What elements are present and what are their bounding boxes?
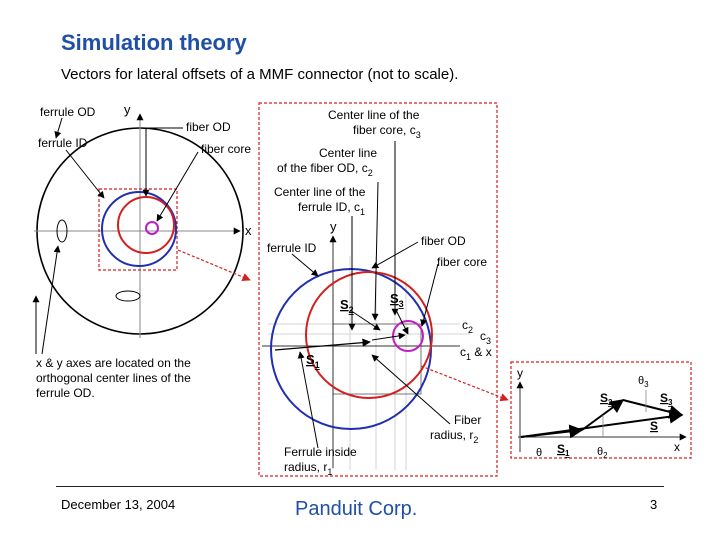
vector-arrow-s2 <box>581 399 625 431</box>
center-zoom-box <box>258 102 498 477</box>
center-label-s2: S2 <box>340 297 354 315</box>
center-label-c3-line2: fiber core, c3 <box>353 123 421 140</box>
center-zoom-diagram: Center line of the fiber core, c3 Center… <box>258 102 498 477</box>
left-label-y: y <box>124 102 131 117</box>
vector-diagram: y x θ3 S2 S3 S θ S1 θ2 <box>510 361 692 460</box>
slide-title: Simulation theory <box>61 30 247 55</box>
left-axes-note-line1: x & y axes are located on the <box>36 356 191 370</box>
leader-axes-note-2 <box>41 245 61 355</box>
center-label-s1: S1 <box>306 352 320 370</box>
center-label-c1-line1: Center line of the <box>274 185 366 199</box>
center-label-c2-line1: Center line <box>319 146 377 160</box>
leader-ferrule-id <box>65 149 105 199</box>
leader-ferrule-radius <box>297 351 319 449</box>
center-label-s3: S3 <box>390 291 404 309</box>
center-label-ferrule-radius-1: Ferrule inside <box>284 445 357 459</box>
left-zoom-box <box>98 188 178 271</box>
left-fiber-core-circle <box>145 221 159 235</box>
left-label-x: x <box>245 223 252 238</box>
vector-label-theta: θ <box>536 447 542 459</box>
vector-label-s1: S1 <box>557 442 570 458</box>
vector-s2 <box>349 309 381 331</box>
left-axes-note-line3: ferrule OD. <box>36 386 95 400</box>
vector-label-s2: S2 <box>600 391 613 407</box>
center-label-ferrule-id: ferrule ID <box>267 241 317 255</box>
leader-ferrule-id-center <box>291 253 319 277</box>
zoom-connector-right <box>420 365 509 402</box>
vector-label-s: S <box>650 419 658 433</box>
leader-c2 <box>371 181 379 321</box>
footer-page-number: 3 <box>650 497 658 512</box>
left-axes-note-line2: orthogonal center lines of the <box>36 371 191 385</box>
center-label-fiber-radius-1: Fiber <box>454 413 481 427</box>
vector-s1 <box>274 338 371 351</box>
footer-divider <box>56 486 664 487</box>
left-label-fiber-od: fiber OD <box>186 120 231 134</box>
vector-arrow-s3 <box>622 399 684 419</box>
vector-label-s3: S3 <box>660 391 673 407</box>
left-label-ferrule-id: ferrule ID <box>38 136 88 150</box>
leader-fiber-od-center <box>371 241 419 269</box>
center-label-c1-x: c1 & x <box>460 345 492 362</box>
footer-date: December 13, 2004 <box>61 497 176 512</box>
zoom-connector-left <box>177 249 251 281</box>
vector-label-theta2: θ2 <box>597 446 608 460</box>
left-label-fiber-core: fiber core <box>201 142 251 156</box>
leader-fiber-radius <box>371 354 451 425</box>
vector-label-y: y <box>517 366 523 380</box>
left-side-ellipse <box>56 219 68 243</box>
center-label-c2-line2: of the fiber OD, c2 <box>277 161 373 178</box>
left-fiber-od-circle <box>117 196 175 254</box>
footer-company: Panduit Corp. <box>295 498 418 520</box>
vector-zoom-box <box>510 361 692 459</box>
slide-subtitle: Vectors for lateral offsets of a MMF con… <box>61 66 459 83</box>
center-ferrule-id-circle <box>270 268 432 430</box>
center-label-y: y <box>330 219 337 234</box>
center-label-c2: c2 <box>462 318 473 335</box>
left-bottom-ellipse <box>115 290 141 302</box>
center-label-fiber-radius-2: radius, r2 <box>430 428 478 445</box>
left-label-ferrule-od: ferrule OD <box>40 105 96 119</box>
leader-fiber-core-center <box>420 263 439 327</box>
center-label-c1-line2: ferrule ID, c1 <box>298 200 365 217</box>
vector-arrow-s1 <box>520 424 584 439</box>
vector-c2c3 <box>371 332 406 341</box>
leader-fiber-core <box>156 151 199 222</box>
center-label-c3: c3 <box>480 329 491 346</box>
leader-ferrule-od <box>54 117 63 139</box>
center-fiber-core-circle <box>392 320 424 352</box>
center-fiber-od-circle <box>305 271 433 399</box>
center-label-c3-line1: Center line of the <box>328 108 420 122</box>
center-label-fiber-core: fiber core <box>437 255 487 269</box>
vector-label-x: x <box>674 440 680 454</box>
center-label-ferrule-radius-2: radius, r1 <box>284 460 332 477</box>
left-ferrule-id-circle <box>101 191 177 267</box>
center-label-fiber-od: fiber OD <box>421 234 466 248</box>
left-ferrule-diagram: ferrule OD y fiber OD ferrule ID fiber c… <box>32 102 252 400</box>
vector-label-theta3: θ3 <box>638 375 649 389</box>
